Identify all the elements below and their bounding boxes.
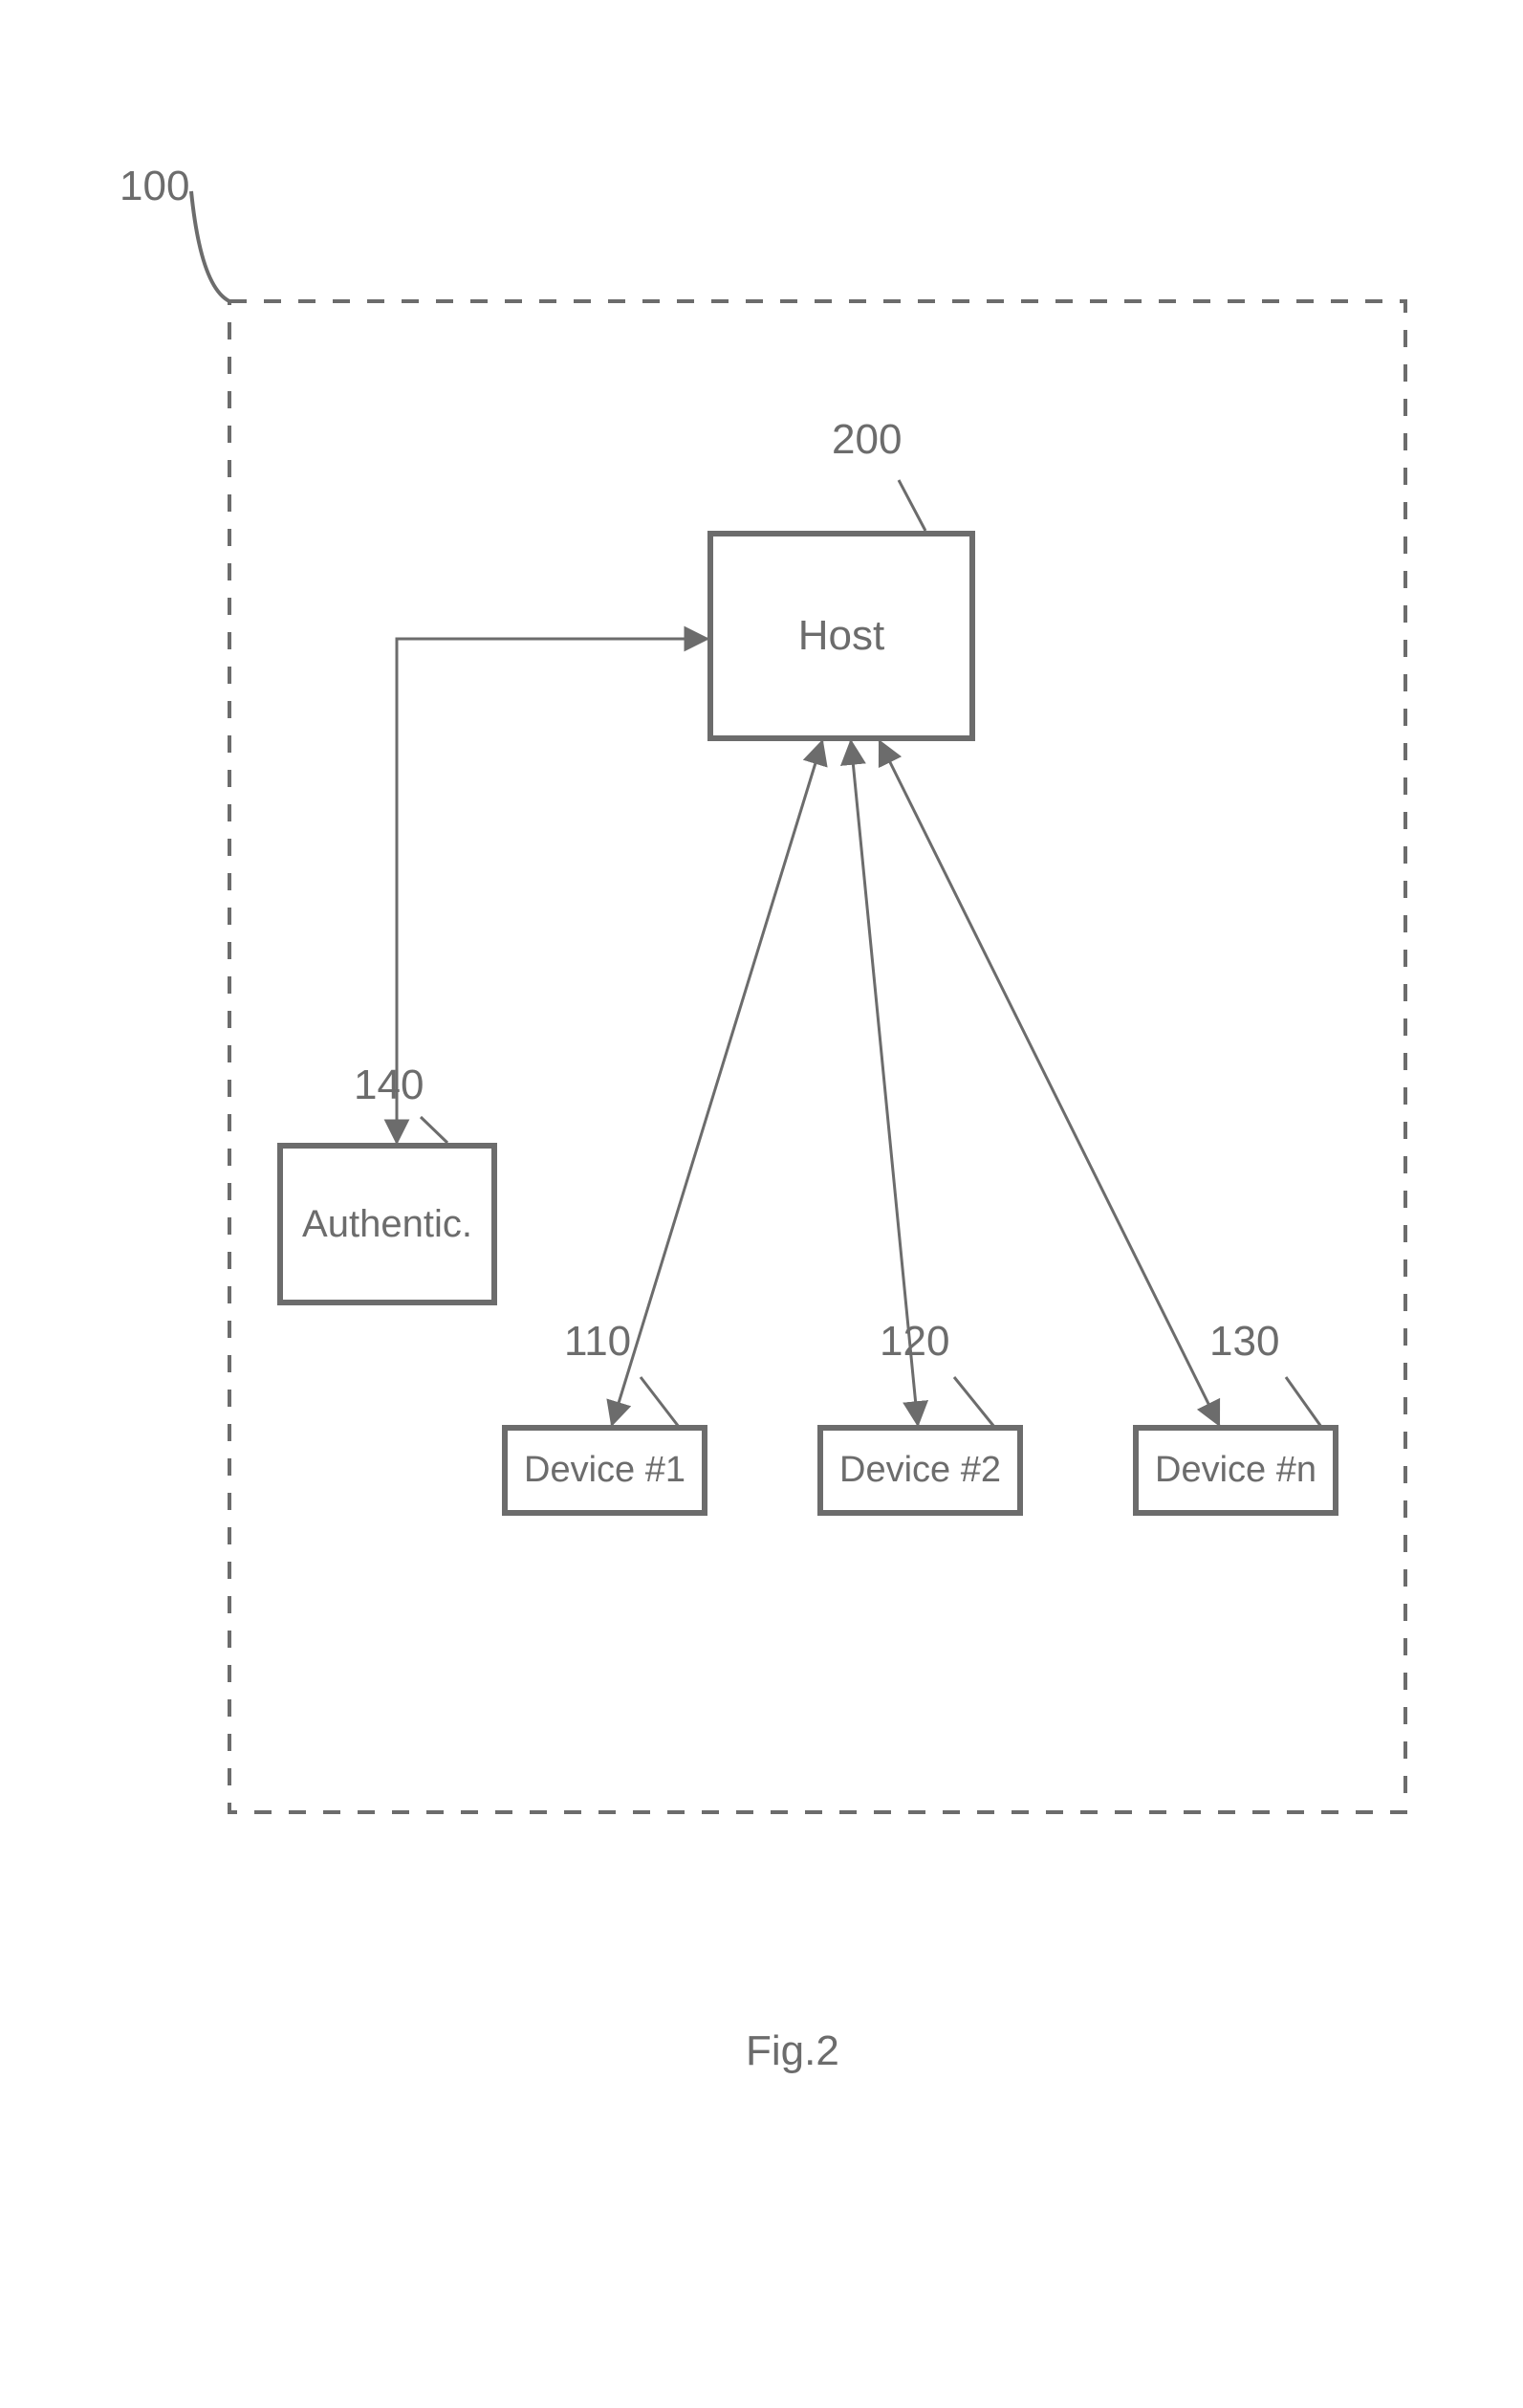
host-label: Host — [798, 612, 884, 660]
authentic-box: Authentic. — [277, 1143, 497, 1305]
host-box: Host — [707, 531, 975, 741]
device1-box: Device #1 — [502, 1425, 707, 1516]
edge-host-device1 — [612, 741, 822, 1425]
device1-label: Device #1 — [524, 1450, 685, 1491]
authentic-label: Authentic. — [302, 1203, 472, 1246]
host-id-label: 200 — [832, 416, 902, 464]
edge-authentic-host — [397, 639, 707, 1143]
deviceN-label: Device #n — [1155, 1450, 1316, 1491]
container-label: 100 — [120, 163, 189, 210]
device2-box: Device #2 — [817, 1425, 1023, 1516]
device1-id-label: 110 — [564, 1318, 631, 1366]
device2-id-label: 120 — [880, 1318, 949, 1366]
authentic-id-label: 140 — [354, 1062, 424, 1109]
deviceN-box: Device #n — [1133, 1425, 1338, 1516]
device2-label: Device #2 — [839, 1450, 1001, 1491]
deviceN-id-label: 130 — [1209, 1318, 1279, 1366]
figure-caption: Fig.2 — [746, 2027, 839, 2075]
